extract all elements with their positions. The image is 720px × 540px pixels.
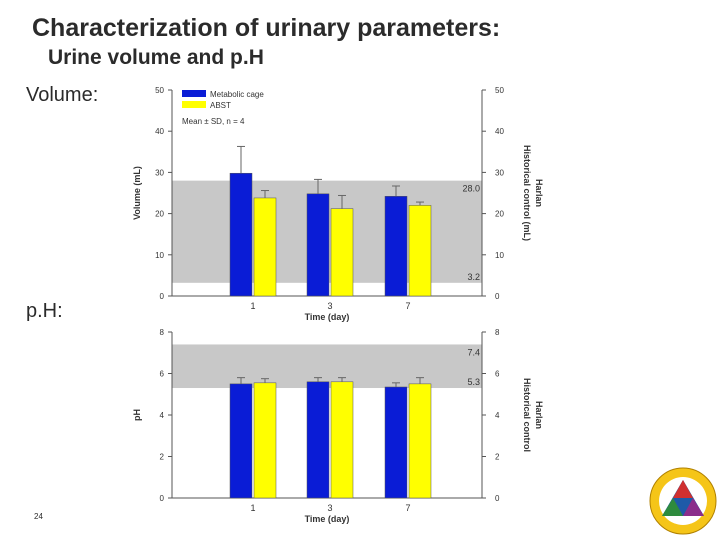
ph-right-tick-label: 8	[495, 328, 500, 337]
volume-right-tick-label: 50	[495, 86, 504, 95]
ph-bar-abst	[253, 382, 277, 499]
volume-bar-metabolic	[229, 172, 253, 297]
volume-bar-abst	[253, 197, 277, 297]
ph-bar-abst	[408, 383, 432, 499]
ph-right-tick-label: 6	[495, 370, 500, 379]
institution-logo	[649, 467, 717, 535]
volume-bar-abst	[330, 208, 354, 297]
volume-x-tick-label: 3	[327, 301, 332, 311]
volume-x-tick-label: 1	[250, 301, 255, 311]
ph-x-tick-label: 1	[250, 503, 255, 513]
legend-swatch-metabolic	[182, 90, 206, 97]
volume-right-axis-label-line1: Harlan	[534, 179, 544, 207]
ph-bar-metabolic	[229, 383, 253, 499]
volume-right-tick-label: 0	[495, 292, 500, 301]
volume-left-tick-label: 20	[155, 210, 164, 219]
legend-note: Mean ± SD, n = 4	[182, 117, 245, 126]
ph-y-axis-label: pH	[132, 409, 142, 421]
ph-label: p.H:	[26, 300, 63, 322]
page-number: 24	[34, 512, 43, 521]
ph-bar-metabolic	[306, 381, 330, 499]
volume-right-tick-label: 40	[495, 127, 504, 136]
ph-band-high-label: 7.4	[467, 347, 480, 357]
volume-right-axis-label-line2: Historical control (mL)	[522, 145, 532, 241]
ph-right-axis-label-line1: Harlan	[534, 401, 544, 429]
volume-bar-metabolic	[306, 193, 330, 297]
volume-y-axis-label: Volume (mL)	[132, 166, 142, 220]
volume-x-tick-label: 7	[405, 301, 410, 311]
ph-bar-metabolic	[384, 386, 408, 499]
legend-label-abst: ABST	[210, 101, 231, 110]
volume-band-high-label: 28.0	[462, 184, 480, 194]
ph-left-tick-label: 8	[160, 328, 165, 337]
volume-left-tick-label: 0	[160, 292, 165, 301]
ph-x-axis-label: Time (day)	[305, 514, 350, 524]
legend-swatch-abst	[182, 101, 206, 108]
ph-x-tick-label: 3	[327, 503, 332, 513]
slide-subtitle: Urine volume and p.H	[48, 46, 264, 69]
volume-bar-metabolic	[384, 196, 408, 297]
ph-band-low-label: 5.3	[467, 377, 480, 387]
ph-left-tick-label: 6	[160, 370, 165, 379]
ph-right-tick-label: 2	[495, 453, 500, 462]
ph-reference-band	[172, 344, 482, 389]
ph-right-axis-label-line2: Historical control	[522, 378, 532, 452]
volume-left-tick-label: 40	[155, 127, 164, 136]
ph-x-tick-label: 7	[405, 503, 410, 513]
volume-x-axis-label: Time (day)	[305, 312, 350, 322]
volume-right-tick-label: 20	[495, 210, 504, 219]
ph-right-tick-label: 0	[495, 494, 500, 503]
volume-band-low-label: 3.2	[467, 272, 480, 282]
ph-bar-abst	[330, 381, 354, 499]
slide-title: Characterization of urinary parameters:	[32, 14, 501, 42]
ph-right-tick-label: 4	[495, 411, 500, 420]
volume-left-tick-label: 50	[155, 86, 164, 95]
volume-right-tick-label: 10	[495, 251, 504, 260]
ph-left-tick-label: 2	[160, 453, 165, 462]
volume-label: Volume:	[26, 84, 99, 106]
ph-left-tick-label: 0	[160, 494, 165, 503]
volume-left-tick-label: 30	[155, 168, 164, 177]
volume-left-tick-label: 10	[155, 251, 164, 260]
volume-bar-abst	[408, 205, 432, 297]
volume-right-tick-label: 30	[495, 168, 504, 177]
legend-label-metabolic: Metabolic cage	[210, 90, 264, 99]
ph-left-tick-label: 4	[160, 411, 165, 420]
